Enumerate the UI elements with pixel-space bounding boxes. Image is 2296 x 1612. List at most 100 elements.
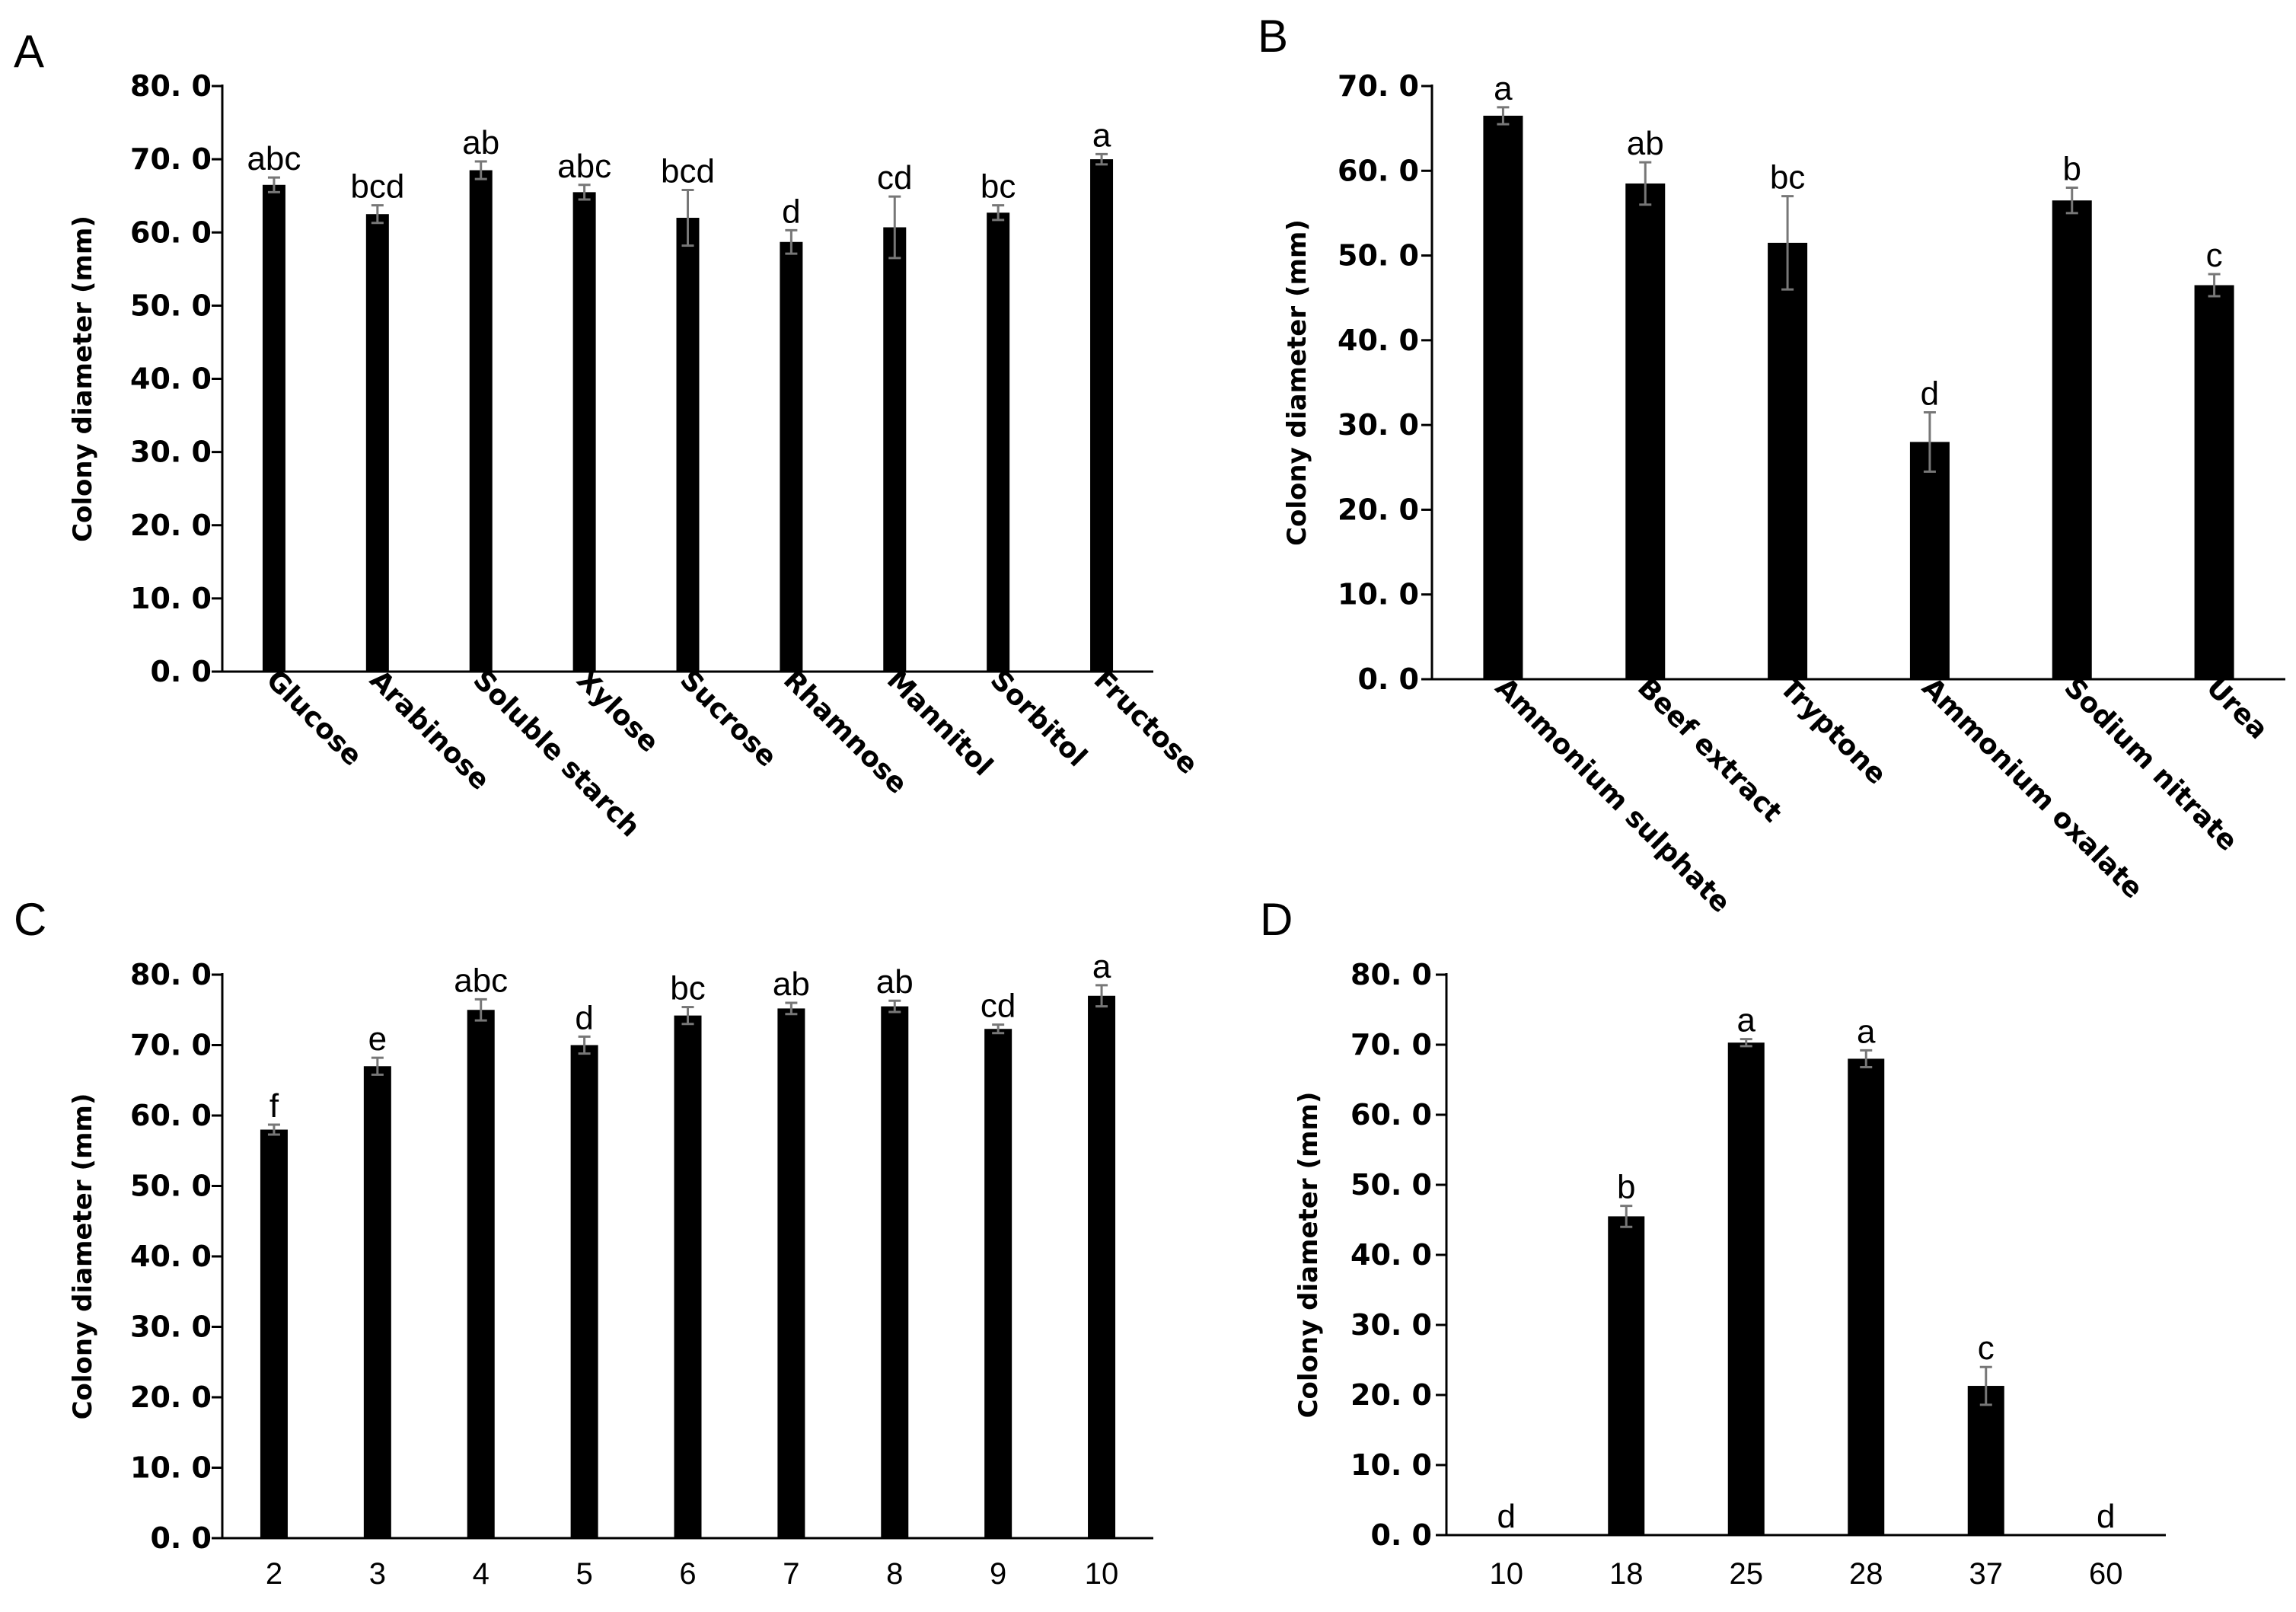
panel-c: C 0. 0 10. 0 20. 0 30. 0 40. 0 50. 0 60. 0 70. 0…	[14, 894, 1153, 1591]
x-tick-label: 7	[783, 1557, 799, 1591]
y-tick-label: 80. 0	[130, 958, 212, 991]
y-tick-label: 60. 0	[1350, 1098, 1432, 1132]
bar	[1090, 159, 1114, 672]
bar	[262, 184, 285, 672]
significance-label: cd	[981, 988, 1016, 1025]
x-tick-label: 10	[1490, 1557, 1524, 1591]
x-tick-label: 4	[473, 1557, 489, 1591]
y-tick-label: 20. 0	[130, 1381, 212, 1414]
x-tick-label: 37	[1969, 1557, 2004, 1591]
x-tick-label: 5	[576, 1557, 592, 1591]
y-tick-label: 40. 0	[1350, 1238, 1432, 1272]
significance-label: c	[1978, 1330, 1995, 1367]
bar	[1625, 183, 1666, 679]
y-tick-label: 70. 0	[1350, 1028, 1432, 1061]
bar	[984, 1029, 1012, 1538]
bar	[777, 1008, 805, 1538]
bar	[363, 1066, 391, 1538]
bar	[570, 1045, 598, 1538]
panel-letter: D	[1260, 894, 1293, 945]
y-tick-label: 50. 0	[1350, 1168, 1432, 1202]
y-axis-label: Colony diameter (mm)	[68, 215, 98, 542]
bar	[1967, 1386, 2004, 1535]
y-axis-label: Colony diameter (mm)	[1282, 219, 1312, 546]
y-tick-label: 50. 0	[1338, 239, 1419, 273]
x-tick-label: Tryptone	[1774, 672, 1893, 790]
y-tick-label: 30. 0	[130, 1310, 212, 1344]
significance-label: a	[1092, 948, 1111, 985]
y-axis-label: Colony diameter (mm)	[1293, 1092, 1324, 1419]
x-tick-label: 9	[990, 1557, 1006, 1591]
y-tick-label: 50. 0	[130, 1170, 212, 1203]
y-tick-label: 10. 0	[130, 582, 212, 615]
y-tick-label: 70. 0	[130, 142, 212, 176]
y-tick-label: 40. 0	[1338, 324, 1419, 357]
y-tick-label: 10. 0	[1350, 1448, 1432, 1482]
y-tick-label: 40. 0	[130, 1240, 212, 1273]
significance-label: ab	[876, 963, 914, 1001]
significance-label: d	[1497, 1498, 1516, 1535]
significance-label: bcd	[350, 168, 404, 206]
x-tick-label: Xylose	[570, 664, 665, 758]
bar	[881, 1006, 909, 1538]
bar	[2194, 285, 2234, 679]
y-tick-label: 0. 0	[1370, 1518, 1432, 1552]
y-tick-label: 50. 0	[130, 289, 212, 322]
bar	[1848, 1058, 1885, 1535]
bar	[365, 214, 389, 672]
y-tick-label: 80. 0	[1350, 958, 1432, 991]
significance-label: b	[2063, 151, 2081, 188]
bar	[674, 1015, 702, 1538]
panel-letter: C	[14, 894, 46, 945]
x-tick-label: Urea	[2200, 672, 2274, 745]
significance-label: ab	[773, 966, 810, 1003]
y-tick-label: 80. 0	[130, 69, 212, 103]
x-tick-label: 18	[1609, 1557, 1644, 1591]
bar	[676, 218, 700, 672]
y-tick-label: 10. 0	[130, 1451, 212, 1485]
bar	[1727, 1042, 1765, 1535]
bar	[780, 241, 803, 672]
significance-label: abc	[247, 140, 301, 177]
x-tick-label: Fructose	[1088, 664, 1204, 780]
y-tick-label: 0. 0	[1357, 662, 1419, 696]
significance-label: ab	[462, 124, 499, 161]
significance-label: a	[1737, 1002, 1756, 1039]
y-tick-label: 70. 0	[130, 1029, 212, 1062]
x-tick-label: Beef extract	[1631, 672, 1788, 828]
bar	[1909, 442, 1950, 679]
panel-letter: A	[14, 26, 44, 77]
significance-label: e	[368, 1020, 387, 1058]
x-tick-label: Sorbitol	[984, 664, 1093, 773]
panel-d: D 0. 0 10. 0 20. 0 30. 0 40. 0 50. 0 60. 0 70. 0…	[1260, 894, 2166, 1591]
bar	[883, 227, 907, 672]
x-tick-label: 60	[2089, 1557, 2123, 1591]
x-tick-label: 6	[679, 1557, 696, 1591]
y-tick-label: 20. 0	[1338, 493, 1419, 526]
y-tick-label: 60. 0	[130, 215, 212, 249]
y-tick-label: 40. 0	[130, 362, 212, 396]
x-tick-label: 10	[1085, 1557, 1119, 1591]
bar	[572, 192, 596, 672]
y-axis-label: Colony diameter (mm)	[68, 1093, 98, 1420]
bar	[1483, 115, 1523, 679]
bar	[987, 212, 1010, 672]
panel-letter: B	[1258, 11, 1288, 62]
y-tick-label: 60. 0	[130, 1099, 212, 1132]
significance-label: d	[782, 193, 800, 230]
significance-label: bc	[1770, 159, 1805, 196]
bar	[1768, 242, 1808, 680]
y-tick-label: 30. 0	[1350, 1308, 1432, 1342]
x-tick-label: Ammonium sulphate	[1489, 672, 1736, 919]
significance-label: a	[1092, 117, 1111, 154]
significance-label: bc	[981, 168, 1016, 206]
significance-label: d	[575, 999, 593, 1036]
significance-label: f	[269, 1087, 279, 1125]
y-tick-label: 30. 0	[1338, 408, 1419, 442]
x-tick-label: 3	[369, 1557, 386, 1591]
y-tick-label: 20. 0	[130, 509, 212, 542]
significance-label: a	[1494, 70, 1513, 107]
bar	[467, 1010, 495, 1538]
x-tick-label: 25	[1730, 1557, 1764, 1591]
bar	[469, 170, 493, 672]
